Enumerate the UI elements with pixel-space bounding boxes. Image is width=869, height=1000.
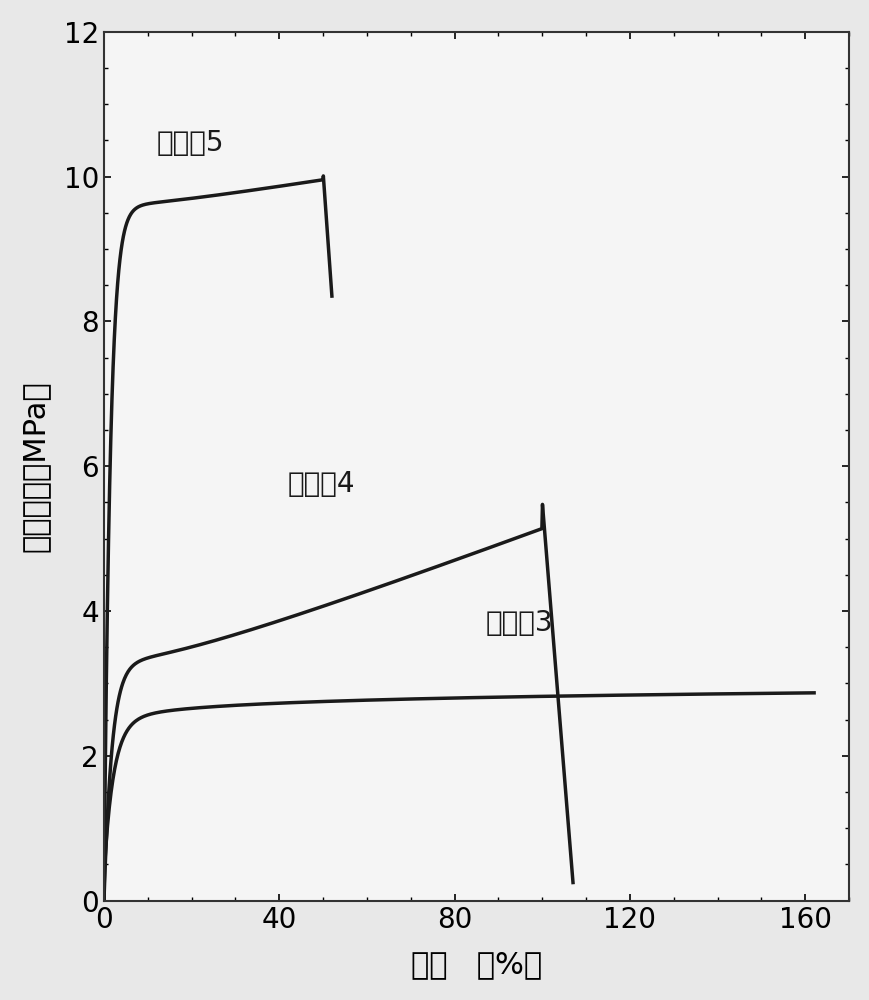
Text: 实施例4: 实施例4	[288, 470, 355, 498]
Text: 实施例5: 实施例5	[156, 129, 224, 157]
Text: 实施例3: 实施例3	[485, 609, 553, 637]
Y-axis label: 拉伸应力（MPa）: 拉伸应力（MPa）	[21, 380, 50, 552]
X-axis label: 应变   （%）: 应变 （%）	[410, 950, 541, 979]
